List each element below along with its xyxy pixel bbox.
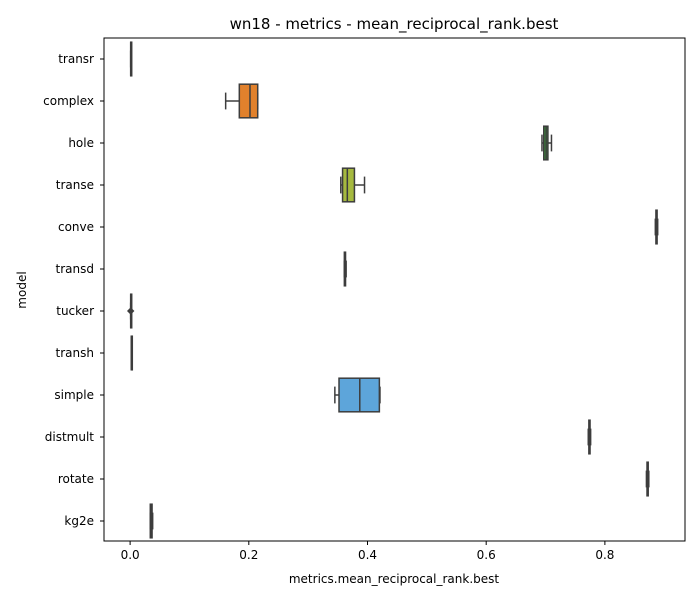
box-transe — [340, 167, 366, 203]
y-tick-label-distmult: distmult — [45, 430, 95, 444]
y-tick-label-transr: transr — [58, 52, 94, 66]
y-tick-label-transh: transh — [56, 346, 94, 360]
y-tick-label-simple: simple — [54, 388, 94, 402]
iqr-box-complex — [238, 83, 259, 119]
iqr-box-transe — [341, 167, 356, 203]
x-tick-label-0.0: 0.0 — [121, 548, 140, 562]
box-kg2e — [149, 503, 154, 539]
box-distmult — [587, 419, 592, 455]
x-tick-label-0.2: 0.2 — [239, 548, 258, 562]
y-tick-label-conve: conve — [58, 220, 94, 234]
plot-area — [126, 41, 659, 539]
axes-frame — [103, 37, 686, 542]
outlier-tucker-0 — [126, 307, 135, 315]
x-tick-label-0.6: 0.6 — [477, 548, 496, 562]
box-transd — [343, 251, 347, 287]
y-axis-title: model — [15, 271, 29, 308]
x-axis-title: metrics.mean_reciprocal_rank.best — [289, 572, 500, 586]
y-axis: transr complex hole transe conve transd tucker… — [43, 52, 104, 528]
x-tick-label-0.4: 0.4 — [358, 548, 377, 562]
y-tick-label-rotate: rotate — [58, 472, 94, 486]
y-tick-label-complex: complex — [43, 94, 94, 108]
y-tick-label-kg2e: kg2e — [64, 514, 94, 528]
x-axis: 0.0 0.2 0.4 0.6 0.8 — [121, 541, 614, 562]
chart-title: wn18 - metrics - mean_reciprocal_rank.be… — [230, 15, 559, 34]
x-tick-label-0.8: 0.8 — [595, 548, 614, 562]
box-transh — [130, 335, 134, 371]
box-rotate — [645, 461, 650, 497]
y-tick-label-hole: hole — [68, 136, 94, 150]
box-simple — [334, 377, 381, 413]
box-tucker — [126, 293, 135, 329]
y-tick-label-tucker: tucker — [56, 304, 94, 318]
box-complex — [224, 83, 259, 119]
box-conve — [654, 209, 659, 245]
box-transr — [129, 41, 133, 77]
y-tick-label-transd: transd — [56, 262, 94, 276]
y-tick-label-transe: transe — [56, 178, 94, 192]
box-hole — [541, 125, 553, 161]
